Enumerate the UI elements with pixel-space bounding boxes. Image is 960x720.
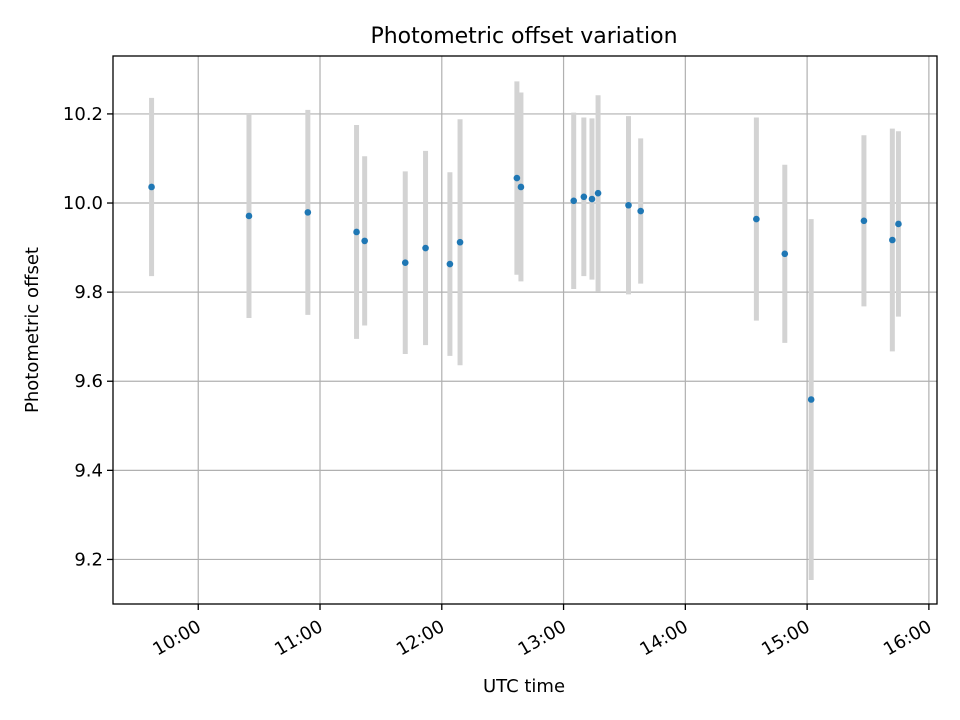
data-points (148, 174, 902, 403)
y-tick-label: 9.2 (74, 549, 103, 570)
data-point (637, 207, 644, 215)
error-bars (149, 81, 901, 580)
data-point (148, 183, 155, 191)
x-axis: 10:00 11:00 12:00 13:00 14:00 15:00 16:00 (149, 604, 935, 660)
data-point (860, 217, 868, 225)
plot-frame (112, 55, 938, 605)
data-point (588, 195, 596, 203)
data-point (446, 260, 454, 268)
y-tick-label: 10.2 (63, 104, 103, 125)
x-tick-label: 16:00 (880, 616, 935, 660)
data-point (401, 259, 409, 267)
data-point (422, 244, 429, 252)
x-tick-label: 14:00 (636, 616, 691, 660)
data-point (781, 250, 789, 258)
data-point (753, 215, 760, 223)
y-tick-label: 10.0 (63, 193, 103, 214)
data-point (353, 228, 360, 236)
x-tick-label: 13:00 (515, 616, 570, 660)
data-point (807, 396, 815, 403)
x-axis-label: UTC time (483, 676, 565, 697)
data-point (889, 236, 896, 244)
data-point (304, 209, 312, 216)
data-point (580, 193, 588, 201)
data-point (517, 183, 525, 191)
y-tick-label: 9.4 (74, 460, 103, 481)
data-point (513, 174, 521, 182)
data-point (625, 201, 632, 209)
data-point (245, 212, 253, 220)
x-tick-label: 15:00 (758, 616, 813, 660)
x-tick-label: 12:00 (393, 616, 448, 660)
x-tick-label: 10:00 (149, 616, 204, 660)
data-point (594, 189, 602, 197)
x-tick-label: 11:00 (271, 616, 326, 660)
y-tick-label: 9.6 (74, 371, 103, 392)
data-point (456, 238, 464, 246)
y-axis-label: Photometric offset (22, 247, 43, 413)
y-axis: 9.2 9.4 9.6 9.8 10.0 10.2 (63, 104, 113, 570)
chart-title: Photometric offset variation (370, 24, 677, 49)
y-tick-label: 9.8 (74, 282, 103, 303)
data-point (570, 197, 578, 205)
data-point (895, 220, 902, 228)
data-point (361, 237, 368, 245)
